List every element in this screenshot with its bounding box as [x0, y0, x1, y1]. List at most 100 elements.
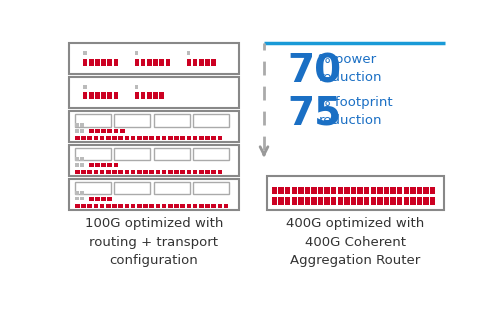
Bar — [186, 136, 191, 140]
Bar — [430, 197, 436, 205]
Bar — [75, 204, 80, 208]
Text: 75: 75 — [287, 95, 342, 133]
Bar — [88, 170, 92, 174]
Bar — [180, 136, 185, 140]
Bar — [108, 197, 112, 201]
Bar — [80, 157, 84, 161]
Bar — [89, 197, 94, 201]
Bar — [404, 197, 409, 205]
Bar — [416, 187, 422, 194]
Bar — [377, 197, 382, 205]
Bar — [304, 187, 310, 194]
Bar — [101, 163, 106, 167]
Bar — [68, 145, 239, 176]
Bar — [75, 123, 79, 127]
Bar — [100, 136, 104, 140]
Bar — [338, 197, 343, 205]
Bar — [80, 197, 84, 201]
Bar — [212, 59, 216, 65]
Bar — [174, 136, 179, 140]
Text: % footprint
reduction: % footprint reduction — [318, 96, 393, 127]
Bar — [285, 197, 290, 205]
Bar — [192, 59, 198, 65]
Bar — [304, 197, 310, 205]
Bar — [75, 129, 79, 133]
Bar — [134, 92, 139, 100]
Bar — [186, 51, 190, 55]
Bar — [112, 136, 117, 140]
Bar — [89, 92, 94, 100]
Bar — [106, 170, 110, 174]
Bar — [153, 59, 158, 65]
Bar — [75, 170, 80, 174]
Bar — [101, 92, 106, 100]
Bar — [168, 204, 172, 208]
Bar — [205, 170, 210, 174]
Bar — [205, 59, 210, 65]
Bar — [137, 170, 141, 174]
Bar — [156, 204, 160, 208]
Bar — [89, 163, 94, 167]
Bar — [95, 59, 100, 65]
Bar — [156, 136, 160, 140]
Bar — [344, 197, 350, 205]
Bar — [141, 59, 146, 65]
Bar — [364, 197, 370, 205]
Bar — [89, 129, 94, 133]
Bar — [95, 129, 100, 133]
Bar — [124, 136, 129, 140]
Bar — [331, 187, 336, 194]
Bar — [390, 197, 396, 205]
Bar — [162, 136, 166, 140]
Text: % power
reduction: % power reduction — [318, 53, 382, 84]
Bar — [114, 182, 150, 194]
Bar — [95, 197, 100, 201]
Bar — [199, 136, 203, 140]
Bar — [351, 187, 356, 194]
Text: 100G optimized with
routing + transport
configuration: 100G optimized with routing + transport … — [85, 217, 223, 268]
Bar — [364, 187, 370, 194]
Text: 400G optimized with
400G Coherent
Aggregation Router: 400G optimized with 400G Coherent Aggreg… — [286, 217, 424, 268]
Bar — [180, 170, 185, 174]
Bar — [124, 170, 129, 174]
Bar — [186, 170, 191, 174]
Bar — [410, 187, 416, 194]
Bar — [94, 170, 98, 174]
Bar — [192, 170, 198, 174]
Bar — [75, 148, 110, 160]
Bar — [194, 182, 229, 194]
Bar — [318, 197, 324, 205]
Bar — [224, 204, 228, 208]
Bar — [68, 43, 239, 74]
Bar — [80, 191, 84, 195]
Bar — [100, 170, 104, 174]
Bar — [194, 114, 229, 126]
Bar — [82, 51, 86, 55]
Bar — [134, 59, 139, 65]
Bar — [267, 176, 444, 210]
Text: 70: 70 — [287, 53, 342, 91]
Bar — [272, 197, 277, 205]
Bar — [150, 170, 154, 174]
Bar — [416, 197, 422, 205]
Bar — [101, 197, 106, 201]
Bar — [141, 92, 146, 100]
Bar — [192, 204, 198, 208]
Bar — [324, 197, 330, 205]
Bar — [358, 187, 363, 194]
Bar — [137, 136, 141, 140]
Bar — [186, 204, 191, 208]
Bar — [162, 204, 166, 208]
Bar — [424, 187, 428, 194]
Bar — [199, 170, 203, 174]
Bar — [404, 187, 409, 194]
Bar — [218, 204, 222, 208]
Bar — [137, 204, 141, 208]
Bar — [278, 187, 284, 194]
Bar — [143, 170, 148, 174]
Bar — [298, 187, 304, 194]
Bar — [212, 136, 216, 140]
Bar — [205, 204, 210, 208]
Bar — [80, 163, 84, 166]
Bar — [194, 148, 229, 160]
